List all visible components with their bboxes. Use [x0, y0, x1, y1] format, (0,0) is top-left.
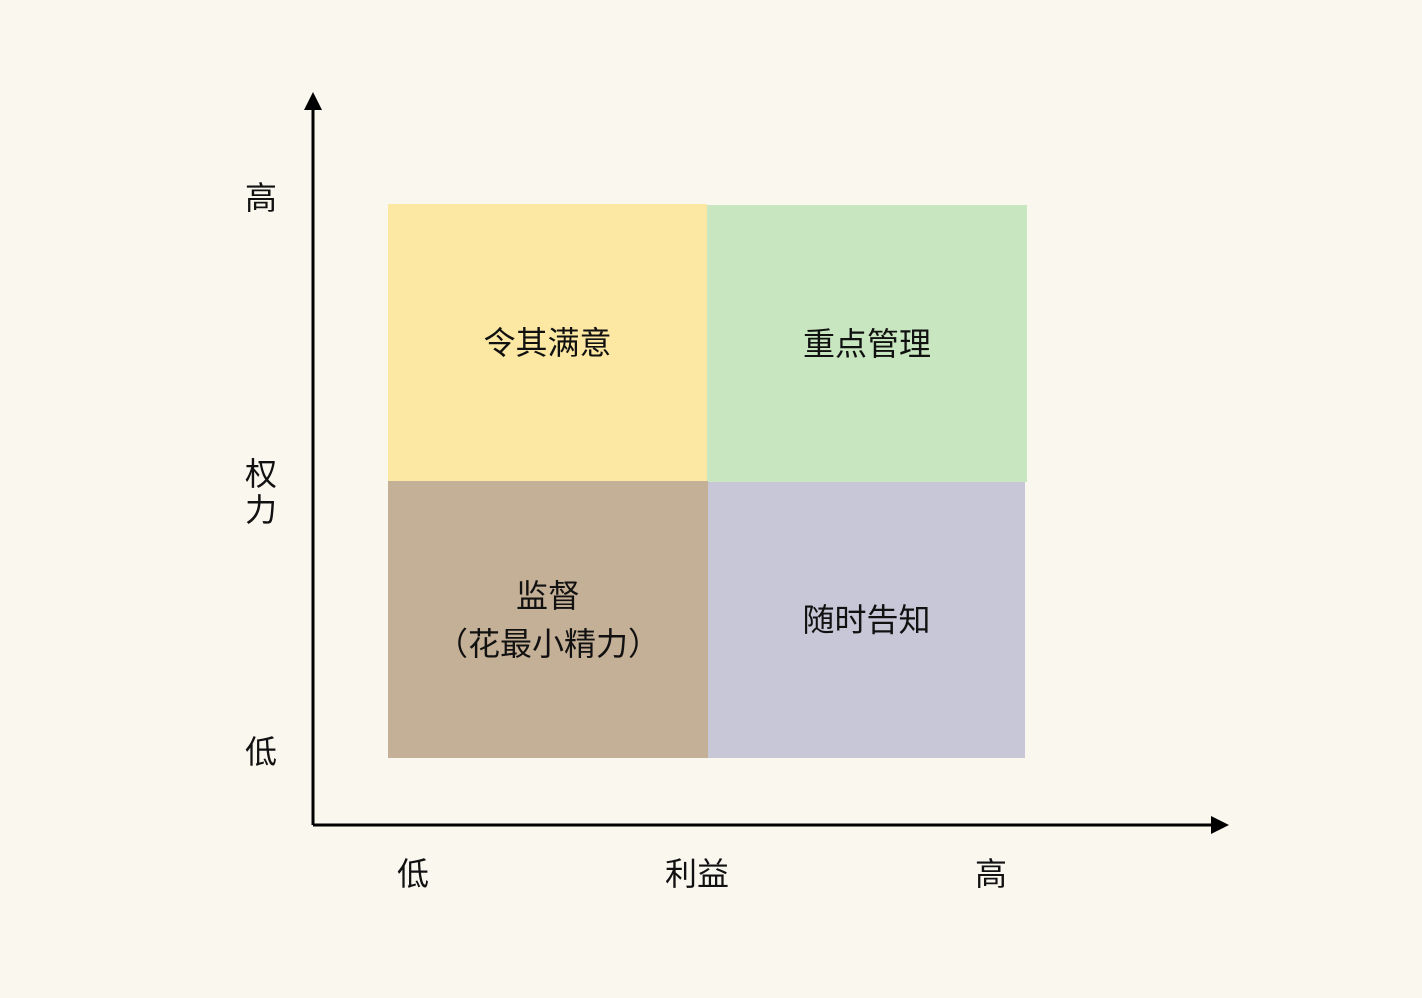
quadrant-keep-informed: 随时告知 — [708, 482, 1025, 758]
y-axis-title: 权力 — [244, 455, 277, 529]
quadrant-monitor: 监督 （花最小精力） — [388, 481, 708, 758]
quadrant-label: 令其满意 — [483, 323, 612, 362]
x-axis-low-label: 低 — [396, 855, 429, 893]
y-axis-arrow-icon — [304, 92, 322, 110]
quadrant-manage-closely: 重点管理 — [707, 205, 1027, 482]
quadrant-label: 监督 — [515, 576, 580, 615]
quadrant-label: 随时告知 — [802, 601, 931, 639]
quadrant-sublabel: （花最小精力） — [435, 624, 660, 663]
x-axis-high-label: 高 — [974, 855, 1007, 893]
x-axis-arrow-icon — [1211, 816, 1229, 834]
y-axis-low-label: 低 — [244, 733, 277, 771]
quadrant-label: 重点管理 — [802, 324, 931, 363]
quadrant-keep-satisfied: 令其满意 — [388, 204, 707, 481]
y-axis-high-label: 高 — [244, 179, 277, 217]
x-axis-title: 利益 — [664, 855, 729, 893]
